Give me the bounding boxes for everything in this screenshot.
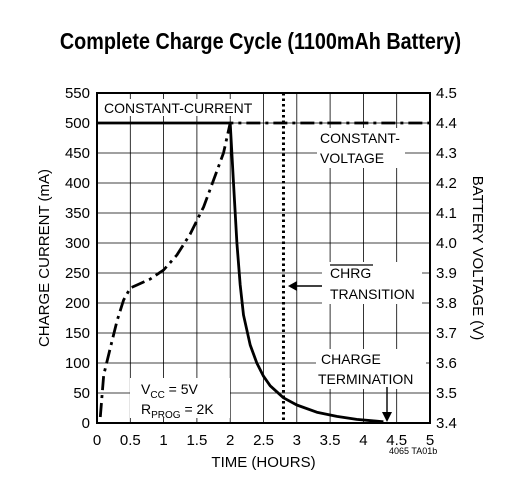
chart-title: Complete Charge Cycle (1100mAh Battery) — [59, 28, 462, 54]
rprog-main: R — [141, 401, 151, 417]
left-y-tick-label: 50 — [73, 385, 90, 402]
left-y-tick-label: 0 — [82, 415, 90, 432]
x-axis-ticks: 0 0.5 1 1.5 2 2.5 3 3.5 4 4.5 5 — [93, 432, 434, 449]
vcc-label: VCC = 5V — [141, 381, 199, 401]
x-tick-label: 5 — [426, 432, 434, 449]
vcc-main: V — [141, 381, 151, 397]
rprog-label: RPROG = 2K — [141, 401, 214, 421]
x-tick-label: 1 — [159, 432, 167, 449]
left-y-tick-label: 200 — [65, 295, 90, 312]
left-y-tick-label: 350 — [65, 205, 90, 222]
left-axis-label: CHARGE CURRENT (mA) — [36, 169, 53, 347]
right-y-tick-label: 3.4 — [436, 415, 457, 432]
left-y-tick-label: 100 — [65, 355, 90, 372]
vcc-value: = 5V — [165, 381, 199, 397]
right-y-tick-label: 3.7 — [436, 325, 457, 342]
termination-label: TERMINATION — [318, 371, 413, 387]
x-tick-label: 4 — [359, 432, 367, 449]
left-y-tick-label: 300 — [65, 235, 90, 252]
x-tick-label: 3 — [293, 432, 301, 449]
x-tick-label: 3.5 — [320, 432, 341, 449]
x-tick-label: 0 — [93, 432, 101, 449]
right-y-tick-label: 4.5 — [436, 85, 457, 102]
left-y-tick-label: 400 — [65, 175, 90, 192]
x-tick-label: 2.5 — [253, 432, 274, 449]
termination-backdrop — [316, 349, 426, 389]
transition-arrow-head — [288, 281, 297, 291]
transition-label: TRANSITION — [330, 286, 415, 302]
left-y-tick-label: 250 — [65, 265, 90, 282]
battery-voltage-curve — [98, 121, 430, 418]
right-y-tick-label: 3.9 — [436, 265, 457, 282]
x-axis-label: TIME (HOURS) — [211, 454, 315, 471]
plot-frame — [96, 92, 431, 424]
constant-current-label: CONSTANT-CURRENT — [104, 100, 253, 116]
right-y-tick-label: 4.1 — [436, 205, 457, 222]
left-y-tick-label: 550 — [65, 85, 90, 102]
constant-voltage-backdrop — [317, 128, 405, 168]
transition-backdrop — [322, 262, 422, 304]
rprog-subscript: PROG — [151, 410, 181, 421]
termination-arrow — [382, 387, 392, 422]
constant-current-backdrop — [102, 99, 259, 116]
x-tick-label: 0.5 — [120, 432, 141, 449]
right-y-tick-label: 3.5 — [436, 385, 457, 402]
right-y-tick-label: 3.6 — [436, 355, 457, 372]
right-y-tick-label: 4.2 — [436, 175, 457, 192]
x-tick-label: 1.5 — [186, 432, 207, 449]
constant-voltage-label-line2: VOLTAGE — [320, 150, 384, 166]
vcc-subscript: CC — [150, 390, 164, 401]
left-y-tick-label: 500 — [65, 115, 90, 132]
rprog-value: = 2K — [181, 401, 215, 417]
x-tick-label: 2 — [226, 432, 234, 449]
right-y-tick-label: 4.4 — [436, 115, 457, 132]
right-axis-ticks: 3.4 3.5 3.6 3.7 3.8 3.9 4.0 4.1 4.2 4.3 4.4 4.5 — [436, 85, 457, 432]
x-tick-label: 4.5 — [386, 432, 407, 449]
right-y-tick-label: 4.0 — [436, 235, 457, 252]
charge-current-curve — [97, 121, 384, 424]
constant-current-label-backdrop — [102, 99, 426, 418]
left-y-tick-label: 150 — [65, 325, 90, 342]
right-y-tick-label: 3.8 — [436, 295, 457, 312]
left-y-tick-label: 450 — [65, 145, 90, 162]
series-layer — [97, 93, 430, 424]
figure-id: 4065 TA01b — [389, 446, 437, 456]
charge-label: CHARGE — [321, 351, 381, 367]
transition-arrow — [288, 281, 322, 291]
left-axis-ticks: 0 50 100 150 200 250 300 350 400 450 500 550 — [65, 85, 90, 432]
right-axis-label: BATTERY VOLTAGE (V) — [469, 176, 486, 340]
right-y-tick-label: 4.3 — [436, 145, 457, 162]
chrg-label: CHRG — [330, 265, 371, 281]
termination-arrow-head — [382, 412, 392, 422]
conditions-backdrop — [130, 378, 230, 418]
constant-voltage-label-line1: CONSTANT- — [320, 130, 400, 146]
